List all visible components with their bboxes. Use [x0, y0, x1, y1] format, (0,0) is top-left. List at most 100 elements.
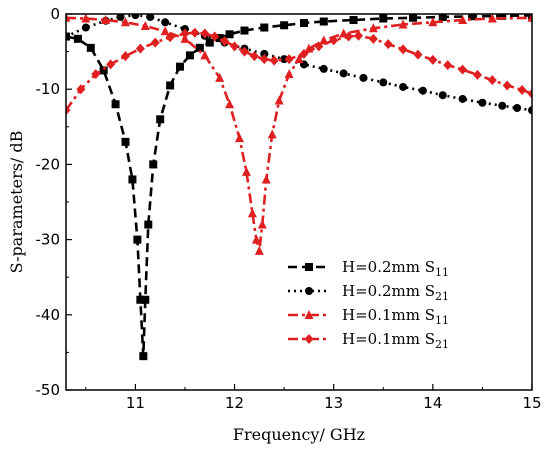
- series-point: [128, 175, 137, 184]
- legend-label-main: H=0.1mm S: [342, 306, 435, 324]
- series-point: [66, 14, 71, 22]
- series-point: [120, 51, 130, 62]
- series-point: [379, 14, 388, 23]
- series-point: [428, 54, 438, 65]
- series-point: [86, 43, 95, 52]
- series-point: [239, 46, 249, 57]
- series-point: [319, 64, 328, 73]
- series-point: [413, 49, 423, 60]
- legend-label-subscript: 11: [435, 314, 449, 327]
- legend-label-subscript: 21: [435, 290, 449, 303]
- series-point: [280, 55, 289, 64]
- series-point: [195, 43, 204, 52]
- series-point: [76, 84, 86, 95]
- x-tick-label: 11: [126, 394, 145, 412]
- series-point: [200, 28, 210, 39]
- series-point: [215, 72, 225, 82]
- series-point: [329, 35, 339, 46]
- series-point: [240, 26, 249, 35]
- series-point: [368, 33, 378, 44]
- series-point: [284, 69, 294, 79]
- series-point: [257, 219, 267, 229]
- y-axis-title: S-parameters/ dB: [7, 131, 26, 274]
- series-point: [180, 28, 190, 39]
- x-tick-label: 13: [324, 394, 343, 412]
- series-point: [66, 105, 71, 116]
- series-point: [140, 21, 150, 31]
- series-point: [280, 21, 289, 30]
- series-point: [139, 352, 148, 361]
- series-point: [241, 166, 251, 176]
- series-point: [235, 133, 245, 143]
- y-tick-label: -50: [36, 381, 61, 399]
- series-point: [150, 37, 160, 48]
- series-point: [368, 23, 378, 33]
- legend-label-main: H=0.2mm S: [342, 282, 435, 300]
- series-point: [274, 95, 284, 105]
- series-point: [116, 14, 125, 22]
- series-point: [314, 41, 324, 52]
- series-point: [418, 86, 427, 95]
- series-point: [458, 64, 468, 75]
- series-1: [66, 14, 532, 361]
- series-point: [190, 27, 200, 38]
- series-point: [259, 54, 269, 65]
- series-point: [260, 49, 269, 58]
- series-point: [528, 106, 532, 115]
- series-point: [527, 14, 532, 22]
- series-point: [458, 94, 467, 103]
- series-point: [133, 235, 142, 244]
- series-point: [284, 54, 294, 65]
- series-point: [230, 41, 240, 52]
- series-point: [409, 14, 418, 22]
- series-point: [517, 84, 527, 95]
- legend-item: H=0.1mm S21: [288, 330, 449, 351]
- series-point: [269, 55, 279, 66]
- series-point: [443, 60, 453, 71]
- series-point: [131, 14, 140, 20]
- series-point: [261, 174, 271, 184]
- series-point: [66, 32, 70, 41]
- series-3: [66, 14, 532, 255]
- series-point: [267, 129, 277, 139]
- y-tick-label: -20: [36, 155, 61, 173]
- series-point: [210, 31, 220, 42]
- series-point: [478, 98, 487, 107]
- series-point: [160, 26, 170, 36]
- series-point: [498, 14, 507, 20]
- series-line: [66, 14, 532, 358]
- x-tick-label: 14: [423, 394, 442, 412]
- legend-marker: [305, 263, 313, 271]
- series-point: [339, 69, 348, 78]
- y-tick-label: -30: [36, 231, 61, 249]
- series-point: [353, 30, 363, 41]
- legend-label-subscript: 21: [435, 338, 449, 351]
- series-point: [165, 32, 175, 43]
- series-line: [66, 16, 532, 253]
- series-point: [200, 50, 210, 60]
- legend-item: H=0.2mm S21: [288, 282, 449, 303]
- series-point: [220, 36, 230, 47]
- series-point: [472, 69, 482, 80]
- series-point: [121, 137, 130, 146]
- series-point: [438, 14, 447, 22]
- legend-label: H=0.2mm S21: [342, 282, 449, 303]
- legend-label-main: H=0.2mm S: [342, 258, 435, 276]
- series-point: [251, 234, 261, 244]
- series-point: [458, 15, 468, 25]
- series-point: [91, 69, 101, 80]
- series-point: [294, 54, 304, 64]
- series-point: [73, 34, 82, 43]
- legend-label: H=0.1mm S11: [342, 306, 449, 327]
- y-tick-label: 0: [50, 5, 60, 23]
- series-point: [513, 104, 522, 112]
- series-point: [260, 23, 269, 32]
- x-tick-label: 12: [225, 394, 244, 412]
- legend-marker: [304, 310, 314, 319]
- series-point: [349, 16, 358, 25]
- series-point: [215, 34, 224, 43]
- series-point: [359, 73, 368, 82]
- series-point: [141, 295, 150, 304]
- series-point: [156, 115, 165, 124]
